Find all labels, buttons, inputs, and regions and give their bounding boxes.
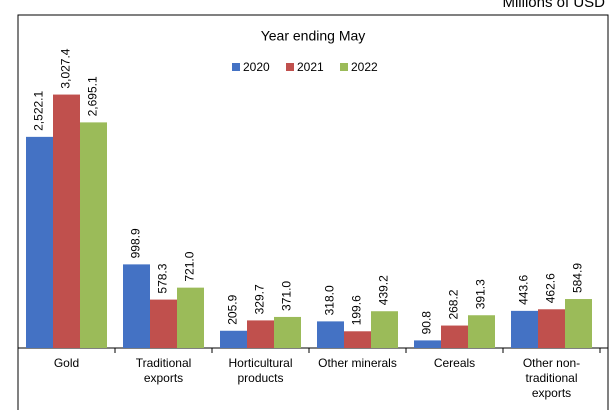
value-label: 3,027.4 (59, 48, 73, 88)
value-label: 578.3 (156, 263, 170, 293)
bar (220, 330, 247, 348)
bar (511, 310, 538, 348)
bar (123, 264, 150, 348)
unit-label: Millions of USD (502, 0, 605, 11)
bar (150, 299, 177, 348)
legend-label: 2022 (351, 60, 378, 74)
bar (371, 311, 398, 348)
value-label: 205.9 (226, 294, 240, 324)
x-tick-label: Traditional exports (135, 356, 192, 385)
value-label: 462.6 (544, 273, 558, 303)
legend-label: 2020 (243, 60, 270, 74)
chart-title: Year ending May (261, 28, 366, 44)
value-label: 443.6 (517, 275, 531, 305)
bar (53, 94, 80, 348)
bar (247, 320, 274, 348)
value-label: 439.2 (377, 275, 391, 305)
value-label: 199.6 (350, 295, 364, 325)
value-label: 584.9 (571, 263, 585, 293)
legend-swatch (232, 63, 240, 71)
bar (441, 325, 468, 348)
frame (17, 14, 609, 410)
value-label: 318.0 (323, 285, 337, 315)
legend-swatch (340, 63, 348, 71)
value-label: 998.9 (129, 228, 143, 258)
value-label: 721.0 (183, 251, 197, 281)
value-label: 329.7 (253, 284, 267, 314)
value-label: 90.8 (420, 311, 434, 335)
x-tick-label: Gold (53, 356, 80, 370)
bar (274, 316, 301, 348)
x-tick-label: Other non-traditional exports (522, 356, 581, 400)
bar (80, 122, 107, 349)
bar (414, 340, 441, 348)
x-tick-label: Other minerals (318, 356, 397, 370)
value-label: 268.2 (447, 289, 461, 319)
value-label: 391.3 (474, 279, 488, 309)
bar (26, 136, 53, 348)
bar (468, 315, 495, 348)
x-tick-label: Horticultural products (228, 356, 293, 385)
bar (317, 321, 344, 348)
bar (565, 299, 592, 348)
x-tick-label: Cereals (433, 356, 476, 370)
bar (177, 287, 204, 348)
bar (344, 331, 371, 348)
value-label: 371.0 (280, 281, 294, 311)
legend-label: 2021 (297, 60, 324, 74)
value-label: 2,522.1 (32, 91, 46, 131)
legend-swatch (286, 63, 294, 71)
value-label: 2,695.1 (86, 76, 100, 116)
bar (538, 309, 565, 348)
